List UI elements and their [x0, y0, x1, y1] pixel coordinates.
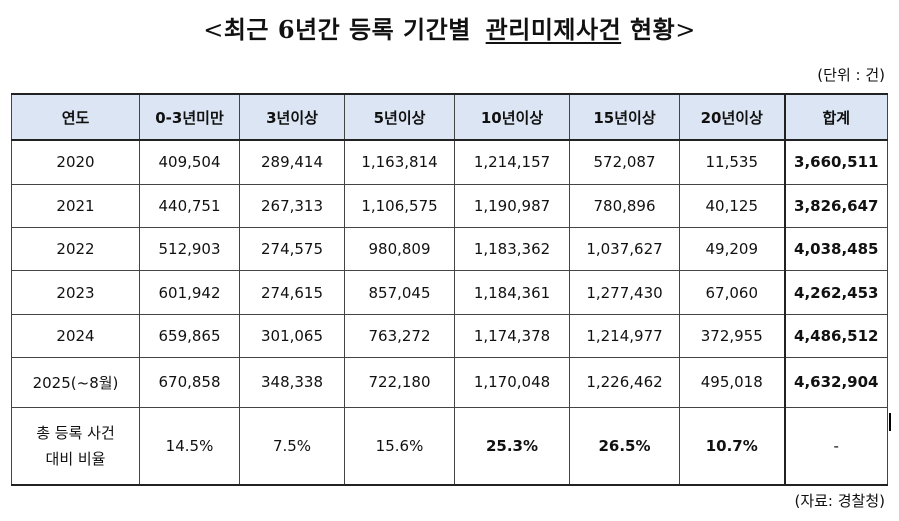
table-row: 2022 512,903 274,575 980,809 1,183,362 1…: [11, 227, 888, 272]
cell-value: 1,190,987: [454, 183, 570, 229]
cell-value: 1,174,378: [454, 313, 570, 358]
cell-value: 722,180: [344, 356, 455, 409]
cell-year: 2022: [11, 227, 140, 272]
text-cursor: [889, 413, 891, 431]
header-0-3: 0-3년미만: [139, 93, 240, 141]
cell-value: 780,896: [569, 183, 680, 229]
ratio-label-line2: 대비 비율: [45, 450, 106, 468]
cell-value: 763,272: [344, 313, 455, 358]
ratio-total: -: [783, 407, 888, 486]
cell-value: 289,414: [239, 139, 345, 185]
table-row: 2023 601,942 274,615 857,045 1,184,361 1…: [11, 270, 888, 315]
title-rest: 현황: [630, 15, 676, 44]
table-header-row: 연도 0-3년미만 3년이상 5년이상 10년이상 15년이상 20년이상 합계: [11, 93, 888, 141]
ratio-value: 25.3%: [454, 407, 570, 486]
header-15plus: 15년이상: [569, 93, 680, 141]
cell-value: 601,942: [139, 270, 240, 315]
cell-value: 980,809: [344, 227, 455, 272]
ratio-value: 26.5%: [569, 407, 680, 486]
cell-value: 857,045: [344, 270, 455, 315]
cell-value: 495,018: [679, 356, 785, 409]
cell-value: 409,504: [139, 139, 240, 185]
table-row: 2021 440,751 267,313 1,106,575 1,190,987…: [11, 183, 888, 229]
cell-value: 274,615: [239, 270, 345, 315]
unit-label: (단위 : 건): [817, 66, 885, 84]
title-main: 최근 6년간 등록 기간별: [223, 15, 471, 44]
cell-total: 3,660,511: [783, 139, 888, 185]
cell-year: 2023: [11, 270, 140, 315]
cell-value: 348,338: [239, 356, 345, 409]
cell-value: 1,214,977: [569, 313, 680, 358]
title-close-bracket: >: [675, 16, 696, 44]
header-3plus: 3년이상: [239, 93, 345, 141]
cell-value: 11,535: [679, 139, 785, 185]
source-label: (자료: 경찰청): [794, 492, 885, 510]
cell-value: 274,575: [239, 227, 345, 272]
header-total: 합계: [783, 93, 888, 141]
cell-value: 1,037,627: [569, 227, 680, 272]
cell-year: 2025(~8월): [11, 356, 140, 409]
table-row: 2025(~8월) 670,858 348,338 722,180 1,170,…: [11, 356, 888, 409]
cell-value: 372,955: [679, 313, 785, 358]
cell-value: 670,858: [139, 356, 240, 409]
cell-year: 2024: [11, 313, 140, 358]
cell-total: 4,632,904: [783, 356, 888, 409]
cell-year: 2021: [11, 183, 140, 229]
cell-value: 67,060: [679, 270, 785, 315]
table-row: 2024 659,865 301,065 763,272 1,174,378 1…: [11, 313, 888, 358]
header-year: 연도: [11, 93, 140, 141]
cell-value: 572,087: [569, 139, 680, 185]
ratio-value: 10.7%: [679, 407, 785, 486]
cell-value: 1,214,157: [454, 139, 570, 185]
ratio-value: 14.5%: [139, 407, 240, 486]
ratio-value: 15.6%: [344, 407, 455, 486]
cell-value: 440,751: [139, 183, 240, 229]
ratio-value: 7.5%: [239, 407, 345, 486]
cell-value: 1,170,048: [454, 356, 570, 409]
cell-year: 2020: [11, 139, 140, 185]
cell-value: 1,184,361: [454, 270, 570, 315]
header-5plus: 5년이상: [344, 93, 455, 141]
title-open-bracket: <: [203, 16, 224, 44]
cell-total: 3,826,647: [783, 183, 888, 229]
cases-table: 연도 0-3년미만 3년이상 5년이상 10년이상 15년이상 20년이상 합계…: [11, 93, 888, 486]
ratio-row: 총 등록 사건 대비 비율 14.5% 7.5% 15.6% 25.3% 26.…: [11, 407, 888, 486]
cell-value: 267,313: [239, 183, 345, 229]
cell-value: 1,106,575: [344, 183, 455, 229]
page-title: <최근 6년간 등록 기간별 관리미제사건 현황>: [0, 10, 899, 45]
cell-total: 4,038,485: [783, 227, 888, 272]
header-20plus: 20년이상: [679, 93, 785, 141]
cell-value: 512,903: [139, 227, 240, 272]
title-underlined: 관리미제사건: [485, 15, 622, 44]
cell-value: 49,209: [679, 227, 785, 272]
cell-value: 40,125: [679, 183, 785, 229]
cell-value: 659,865: [139, 313, 240, 358]
cell-total: 4,486,512: [783, 313, 888, 358]
cell-value: 301,065: [239, 313, 345, 358]
table-row: 2020 409,504 289,414 1,163,814 1,214,157…: [11, 139, 888, 185]
cell-value: 1,163,814: [344, 139, 455, 185]
ratio-label-line1: 총 등록 사건: [36, 424, 115, 442]
cell-value: 1,277,430: [569, 270, 680, 315]
ratio-label: 총 등록 사건 대비 비율: [11, 407, 140, 486]
cell-value: 1,226,462: [569, 356, 680, 409]
cell-value: 1,183,362: [454, 227, 570, 272]
cell-total: 4,262,453: [783, 270, 888, 315]
header-10plus: 10년이상: [454, 93, 570, 141]
